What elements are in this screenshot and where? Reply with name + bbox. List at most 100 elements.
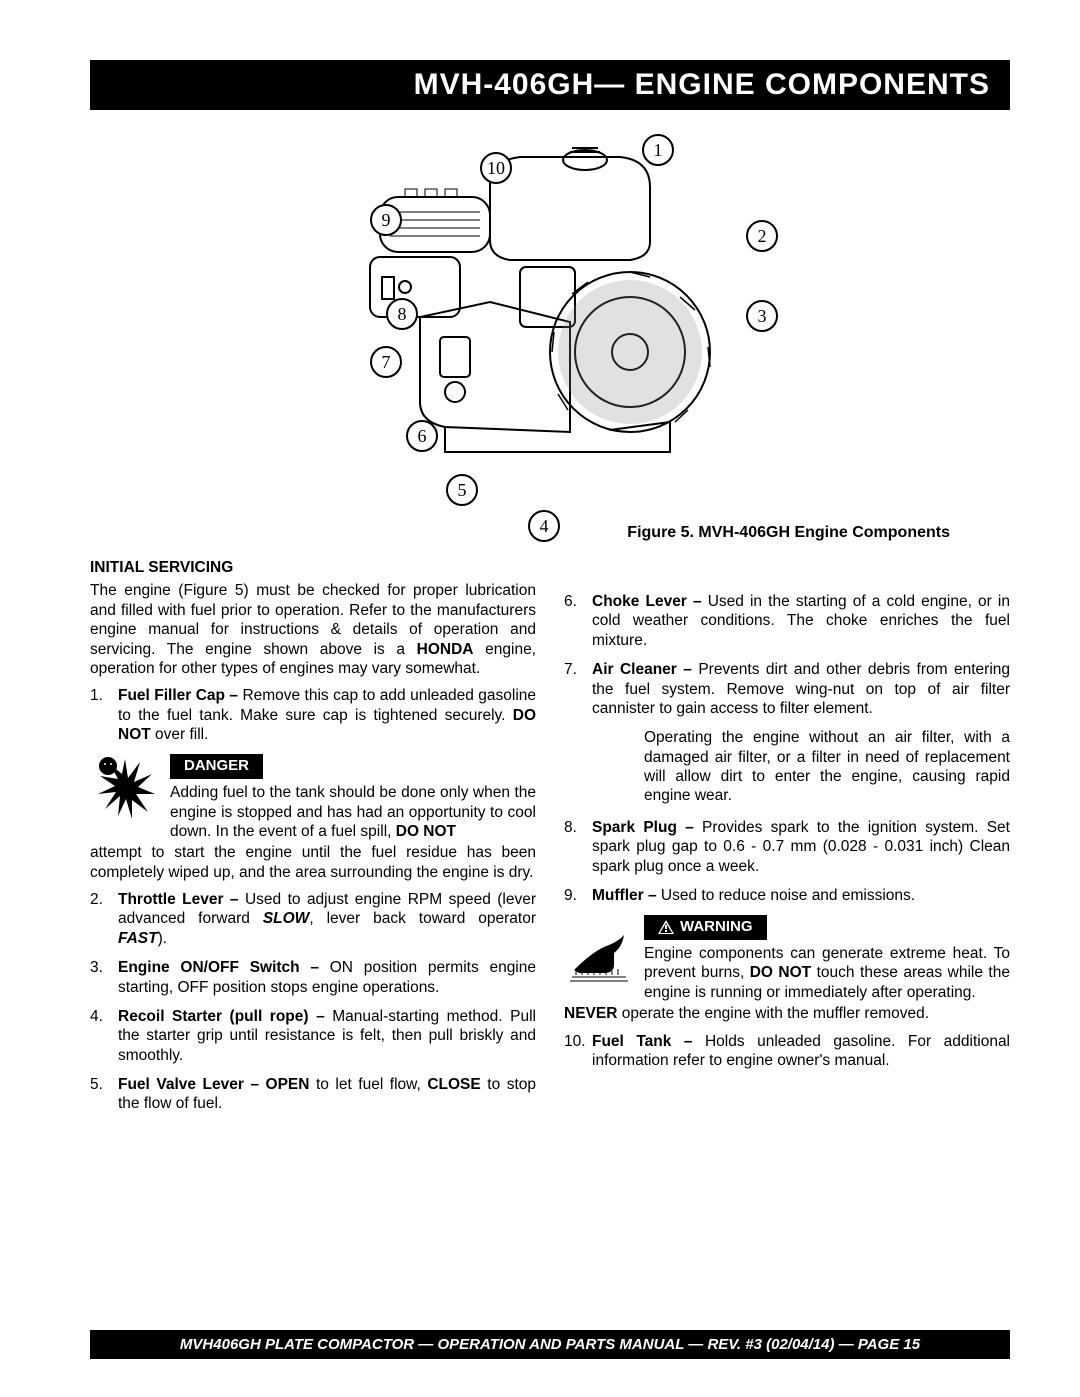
list-item: 7. Air Cleaner – Prevents dirt and other… [564,660,1010,718]
text-bold: CLOSE [427,1076,480,1093]
item-name: Engine ON/OFF Switch – [118,959,330,976]
item-name: Air Cleaner – [592,661,698,678]
air-filter-note: Operating the engine without an air filt… [644,728,1010,806]
item-body: Throttle Lever – Used to adjust engine R… [118,890,536,948]
list-item: 3. Engine ON/OFF Switch – ON position pe… [90,958,536,997]
item-number: 9. [564,886,592,905]
footer-bar: MVH406GH PLATE COMPACTOR — OPERATION AND… [90,1330,1010,1359]
callout-9: 9 [370,204,402,236]
list-item: 2. Throttle Lever – Used to adjust engin… [90,890,536,948]
item-body: Fuel Tank – Holds unleaded gasoline. For… [592,1032,1010,1071]
component-list-right: 6. Choke Lever – Used in the starting of… [564,592,1010,718]
text: Adding fuel to the tank should be done o… [170,784,536,840]
warning-body: WARNING Engine components can generate e… [644,915,1010,1002]
item-number: 2. [90,890,118,948]
list-item: 1. Fuel Filler Cap – Remove this cap to … [90,686,536,744]
component-list-right-2: 8. Spark Plug – Provides spark to the ig… [564,818,1010,906]
warning-box: WARNING Engine components can generate e… [564,915,1010,1023]
component-list-left-2: 2. Throttle Lever – Used to adjust engin… [90,890,536,1114]
intro-paragraph: The engine (Figure 5) must be checked fo… [90,581,536,678]
callout-6: 6 [406,420,438,452]
danger-box: DANGER Adding fuel to the tank should be… [90,754,536,882]
callout-label: 6 [418,426,427,446]
list-item: 5. Fuel Valve Lever – OPEN to let fuel f… [90,1075,536,1114]
item-body: Engine ON/OFF Switch – ON position permi… [118,958,536,997]
danger-text-1: Adding fuel to the tank should be done o… [170,783,536,841]
danger-text-2: attempt to start the engine until the fu… [90,843,536,882]
item-body: Spark Plug – Provides spark to the ignit… [592,818,1010,876]
callout-4: 4 [528,510,560,542]
list-item: 10. Fuel Tank – Holds unleaded gasoline.… [564,1032,1010,1071]
warning-label-text: WARNING [680,918,753,935]
text-bold: DO NOT [396,823,456,840]
component-list-right-3: 10. Fuel Tank – Holds unleaded gasoline.… [564,1032,1010,1071]
warning-text-2: NEVER operate the engine with the muffle… [564,1004,1010,1023]
right-column: 6. Choke Lever – Used in the starting of… [564,554,1010,1124]
item-number: 3. [90,958,118,997]
text-bold: HONDA [417,641,474,658]
warning-triangle-icon [658,920,674,934]
text: ). [158,930,167,947]
text-ital: SLOW [263,910,310,927]
text-bold: DO NOT [750,964,811,981]
explosion-icon [90,754,160,824]
callout-3: 3 [746,300,778,332]
item-name: Fuel Valve Lever – OPEN [118,1076,316,1093]
callout-7: 7 [370,346,402,378]
left-column: INITIAL SERVICING The engine (Figure 5) … [90,554,536,1124]
callout-label: 9 [382,210,391,230]
callout-5: 5 [446,474,478,506]
engine-diagram-area: 1 2 3 4 5 6 7 8 9 10 Figure 5. MVH-406GH… [90,122,1010,542]
callout-8: 8 [386,298,418,330]
item-body: Air Cleaner – Prevents dirt and other de… [592,660,1010,718]
callout-label: 7 [382,352,391,372]
item-body: Choke Lever – Used in the starting of a … [592,592,1010,650]
list-item: 6. Choke Lever – Used in the starting of… [564,592,1010,650]
footer-text: MVH406GH PLATE COMPACTOR — OPERATION AND… [180,1336,920,1353]
item-body: Fuel Filler Cap – Remove this cap to add… [118,686,536,744]
page-title: MVH-406GH— ENGINE COMPONENTS [414,68,990,101]
item-body: Recoil Starter (pull rope) – Manual-star… [118,1007,536,1065]
item-number: 10. [564,1032,592,1071]
callout-label: 4 [540,516,549,536]
callout-label: 3 [758,306,767,326]
text: to let fuel flow, [316,1076,427,1093]
burn-hand-icon [564,915,634,985]
text: operate the engine with the muffler remo… [617,1005,929,1022]
text-bold: NEVER [564,1005,617,1022]
list-item: 4. Recoil Starter (pull rope) – Manual-s… [90,1007,536,1065]
item-name: Spark Plug – [592,819,702,836]
page-title-bar: MVH-406GH— ENGINE COMPONENTS [90,60,1010,110]
item-name: Throttle Lever – [118,891,245,908]
callout-label: 1 [654,140,663,160]
item-number: 4. [90,1007,118,1065]
callout-label: 5 [458,480,467,500]
item-body: Fuel Valve Lever – OPEN to let fuel flow… [118,1075,536,1114]
item-name: Fuel Filler Cap – [118,687,242,704]
item-name: Fuel Tank – [592,1033,705,1050]
section-heading: INITIAL SERVICING [90,558,536,577]
text: Used to reduce noise and emissions. [661,887,915,904]
item-number: 6. [564,592,592,650]
warning-label: WARNING [644,915,767,940]
content-columns: INITIAL SERVICING The engine (Figure 5) … [90,554,1010,1124]
text: over fill. [151,726,209,743]
component-list-left: 1. Fuel Filler Cap – Remove this cap to … [90,686,536,744]
callout-label: 2 [758,226,767,246]
danger-body: DANGER Adding fuel to the tank should be… [170,754,536,841]
callout-1: 1 [642,134,674,166]
callout-label: 8 [398,304,407,324]
callout-10: 10 [480,152,512,184]
text: , lever back toward operator [309,910,536,927]
text-ital: FAST [118,930,158,947]
list-item: 8. Spark Plug – Provides spark to the ig… [564,818,1010,876]
item-number: 8. [564,818,592,876]
item-name: Muffler – [592,887,661,904]
item-name: Choke Lever – [592,593,708,610]
item-name: Recoil Starter (pull rope) – [118,1008,332,1025]
item-body: Muffler – Used to reduce noise and emiss… [592,886,1010,905]
item-number: 7. [564,660,592,718]
callout-2: 2 [746,220,778,252]
figure-caption: Figure 5. MVH-406GH Engine Components [627,524,950,542]
item-number: 1. [90,686,118,744]
